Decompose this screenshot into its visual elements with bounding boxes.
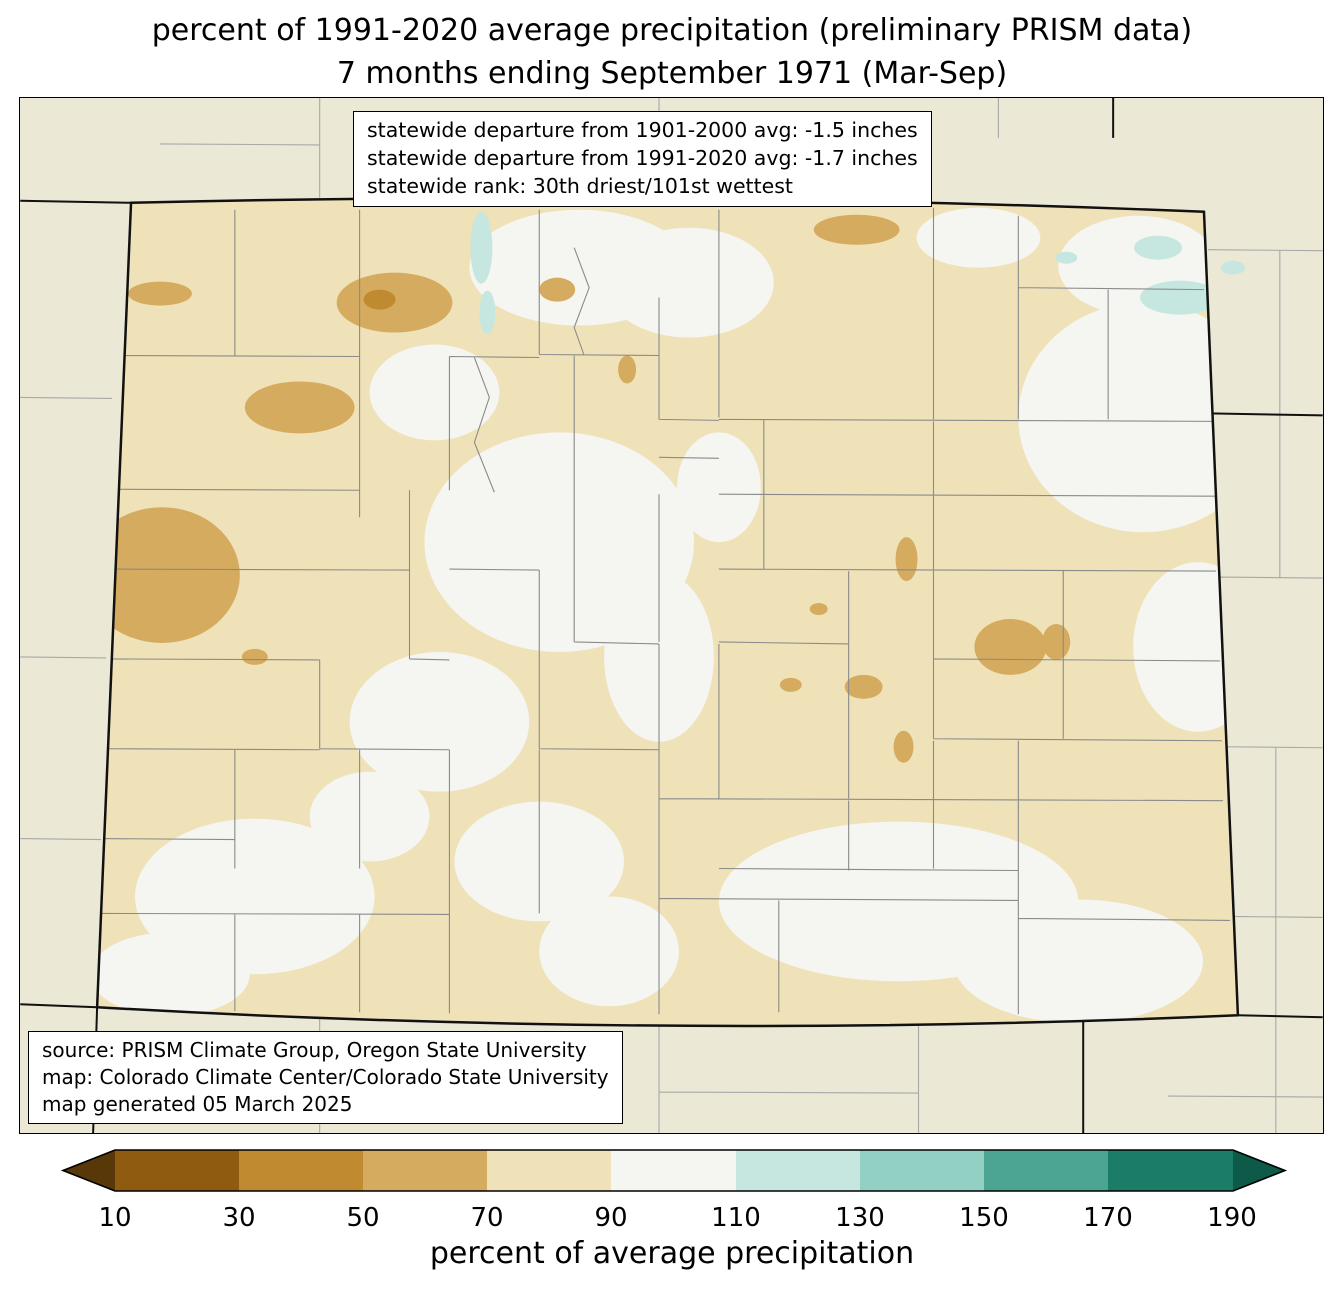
tick-30: 30: [222, 1203, 255, 1233]
colorbar-axis-label: percent of average precipitation: [429, 1236, 915, 1272]
tick-10: 10: [98, 1203, 131, 1233]
source-line-1: source: PRISM Climate Group, Oregon Stat…: [42, 1037, 587, 1062]
colorbar-band-30-50: [239, 1150, 364, 1192]
stats-line-1: statewide departure from 1901-2000 avg: …: [367, 118, 918, 143]
colorado-county-lines: [100, 207, 1230, 1015]
tick-50: 50: [346, 1203, 379, 1233]
colorbar-band-90-110: [611, 1150, 737, 1192]
areas-110-130-outside: [1220, 260, 1245, 275]
source-attribution-box: source: PRISM Climate Group, Oregon Stat…: [28, 1030, 623, 1125]
tick-190: 190: [1207, 1203, 1257, 1233]
colorbar-band-10-30: [115, 1150, 240, 1192]
tick-70: 70: [470, 1203, 503, 1233]
title-line-1: percent of 1991-2020 average precipitati…: [151, 13, 1193, 48]
statewide-stats-box: statewide departure from 1901-2000 avg: …: [353, 111, 932, 207]
source-line-3: map generated 05 March 2025: [42, 1092, 353, 1116]
areas-90-110: [97, 207, 1238, 1024]
colorbar-band-170-190: [1108, 1150, 1233, 1192]
colorbar-band-130-150: [860, 1150, 985, 1192]
neighbor-state-borders: [20, 98, 1323, 1134]
source-line-2: map: Colorado Climate Center/Colorado St…: [42, 1064, 609, 1089]
tick-130: 130: [835, 1203, 885, 1233]
colorbar-band-70-90: [487, 1150, 612, 1192]
tick-110: 110: [711, 1203, 761, 1233]
map-frame: statewide departure from 1901-2000 avg: …: [19, 97, 1324, 1135]
colorbar-outline: [60, 1149, 1288, 1192]
colorbar-band-110-130: [736, 1150, 861, 1192]
stats-line-3: statewide rank: 30th driest/101st wettes…: [367, 173, 793, 198]
tick-90: 90: [594, 1203, 627, 1233]
stats-line-2: statewide departure from 1991-2020 avg: …: [367, 146, 918, 171]
areas-50-70: [97, 214, 1071, 763]
colorbar-band-150-170: [984, 1150, 1109, 1192]
title-line-2: 7 months ending September 1971 (Mar-Sep): [336, 55, 1008, 91]
tick-150: 150: [959, 1203, 1009, 1233]
colorbar-over-arrow: [1233, 1150, 1285, 1192]
map-title: percent of 1991-2020 average precipitati…: [0, 0, 1344, 95]
colorbar-band-50-70: [363, 1150, 488, 1192]
tick-170: 170: [1083, 1203, 1133, 1233]
areas-30-50: [363, 289, 396, 310]
colorado-precipitation-map: [20, 98, 1323, 1134]
colorbar: 10 30 50 70 90 110 130 150 170 190: [60, 1149, 1288, 1233]
colorbar-under-arrow: [63, 1150, 115, 1192]
colorbar-tick-labels: 10 30 50 70 90 110 130 150 170 190: [98, 1203, 1256, 1233]
